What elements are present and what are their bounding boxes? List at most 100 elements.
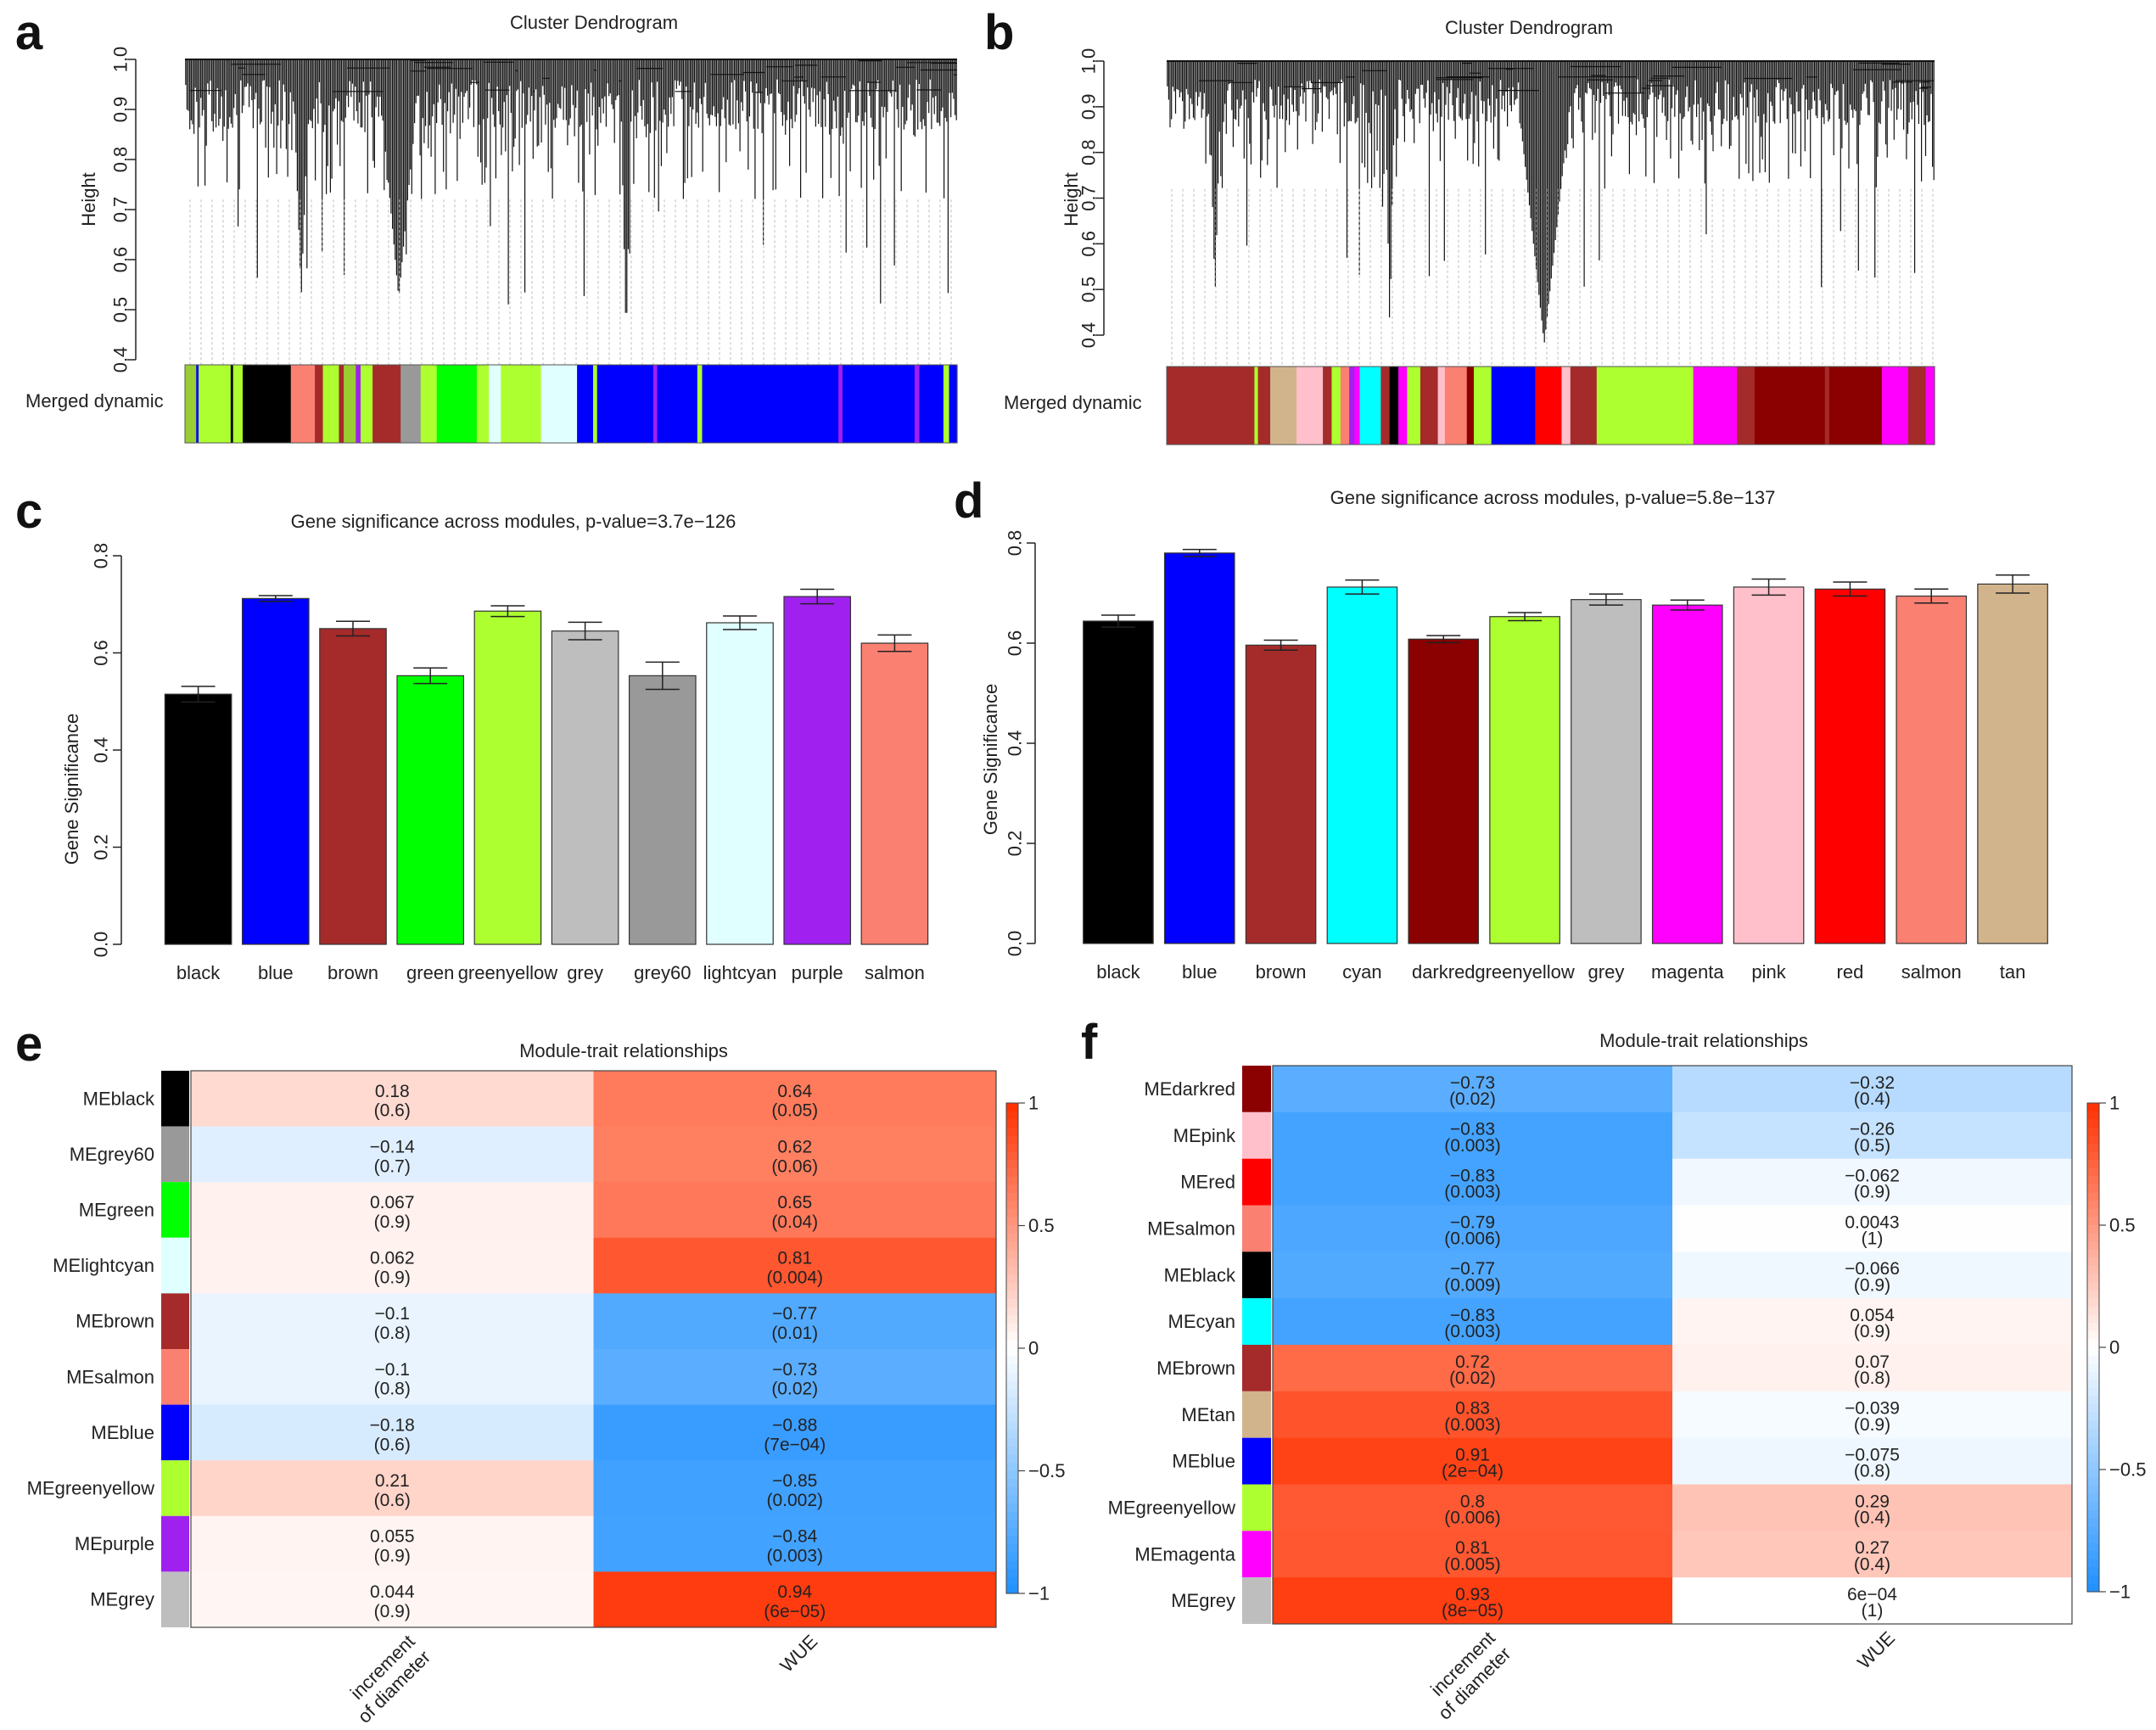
legend-gradient-step: [1006, 1520, 1018, 1529]
legend-gradient-step: [1006, 1266, 1018, 1275]
cell-correlation: 0.054: [1850, 1306, 1895, 1325]
legend-gradient-step: [2087, 1396, 2099, 1405]
panel-label: c: [15, 484, 42, 539]
panel-label: d: [954, 475, 983, 529]
panel-label: b: [984, 5, 1014, 60]
color-bar-segment: [1359, 367, 1381, 445]
cell-pvalue: (0.4): [1854, 1554, 1890, 1574]
color-bar-segment: [344, 365, 356, 443]
y-tick-label: 0.4: [110, 347, 132, 373]
cell-correlation: 0.29: [1855, 1492, 1890, 1511]
legend-gradient-step: [1006, 1274, 1018, 1284]
y-tick-label: 0.0: [1005, 931, 1026, 957]
heatmap-cell: [1672, 1531, 2073, 1578]
legend-gradient-step: [1006, 1527, 1018, 1537]
cell-correlation: −0.83: [1450, 1120, 1495, 1139]
heatmap-cell: [1273, 1066, 1673, 1113]
legend-gradient-step: [2087, 1257, 2099, 1267]
cell-pvalue: (0.7): [374, 1156, 411, 1176]
heatmap-cell: [593, 1349, 997, 1406]
row-label: MEpink: [1173, 1125, 1236, 1146]
color-bar-segment: [1535, 367, 1563, 445]
legend-gradient-step: [2087, 1103, 2099, 1112]
legend-gradient-step: [2087, 1445, 2099, 1454]
x-tick-label: grey: [567, 962, 603, 983]
legend-gradient-step: [2087, 1412, 2099, 1421]
dendrogram: [1167, 60, 1935, 367]
cell-pvalue: (2e−04): [1442, 1462, 1504, 1481]
panel-b: b Cluster Dendrogram Height 0.4 0.5 0.6 0.7…: [984, 5, 1935, 445]
legend-gradient-step: [1006, 1495, 1018, 1504]
module-color-swatch: [161, 1071, 189, 1127]
cell-correlation: −0.14: [370, 1137, 415, 1156]
legend-gradient-step: [1006, 1430, 1018, 1439]
legend-gradient-step: [1006, 1127, 1018, 1137]
cell-pvalue: (0.05): [771, 1101, 818, 1121]
x-tick-label: cyan: [1342, 961, 1381, 983]
color-bar-segment: [1437, 367, 1446, 445]
cell-correlation: −0.075: [1845, 1445, 1900, 1464]
color-bar-segment: [1380, 367, 1391, 445]
legend-gradient-step: [2087, 1371, 2099, 1380]
cell-correlation: −0.26: [1850, 1120, 1895, 1139]
heatmap-cell: [593, 1237, 997, 1294]
heatmap-frame: [190, 1070, 997, 1628]
color-bar-segment: [596, 365, 654, 443]
module-color-swatch: [161, 1349, 189, 1405]
row-label: MEblack: [1164, 1264, 1236, 1285]
cell-pvalue: (0.9): [1854, 1183, 1890, 1202]
cell-pvalue: (0.9): [374, 1212, 411, 1232]
heatmap-cell: [593, 1126, 997, 1183]
cell-correlation: −0.83: [1450, 1166, 1495, 1185]
legend-gradient-step: [2087, 1217, 2099, 1226]
color-bar-segment: [476, 365, 490, 443]
error-bar: [1426, 635, 1461, 644]
heatmap-cell: [1273, 1484, 1673, 1531]
error-bar: [1588, 593, 1623, 606]
cell-pvalue: (0.9): [1854, 1275, 1890, 1295]
heatmap-cell: [1273, 1345, 1673, 1392]
color-bar-frame: [184, 364, 958, 444]
y-tick-label: 0.6: [1005, 630, 1026, 657]
legend-gradient-step: [1006, 1356, 1018, 1365]
legend-gradient-step: [2087, 1486, 2099, 1495]
legend-gradient-step: [1006, 1258, 1018, 1268]
color-bar-segment: [1407, 367, 1421, 445]
legend-gradient-step: [2087, 1429, 2099, 1438]
legend-gradient-step: [1006, 1364, 1018, 1374]
legend-gradient-step: [2087, 1453, 2099, 1462]
module-color-swatch: [1242, 1158, 1271, 1206]
y-tick-label: 0.6: [91, 640, 112, 666]
cell-correlation: 0.07: [1855, 1352, 1890, 1372]
legend-gradient-step: [1006, 1389, 1018, 1398]
column-label-line: WUE: [776, 1631, 821, 1677]
legend-gradient-step: [1006, 1397, 1018, 1407]
legend-gradient-step: [1006, 1160, 1018, 1169]
error-bar: [1833, 581, 1868, 597]
color-bar-segment: [1270, 367, 1297, 445]
heatmap-cell: [593, 1293, 997, 1350]
color-bar-segment: [838, 365, 843, 443]
legend-gradient-step: [2087, 1339, 2099, 1348]
legend-gradient-step: [1006, 1250, 1018, 1259]
cell-correlation: −0.066: [1845, 1259, 1900, 1279]
color-bar-segment: [949, 365, 958, 443]
color-bar-segment: [1561, 367, 1571, 445]
y-axis: 0.4 0.5 0.6 0.7 0.8 0.9 1.0: [110, 47, 137, 373]
error-bar: [723, 615, 757, 630]
legend-gradient-step: [2087, 1575, 2099, 1584]
cell-pvalue: (0.02): [1449, 1369, 1496, 1388]
y-tick-label: 0.4: [1078, 322, 1100, 349]
color-bar-segment: [1828, 367, 1883, 445]
cell-correlation: 0.067: [370, 1193, 415, 1212]
cell-pvalue: (0.006): [1444, 1508, 1501, 1527]
legend-gradient-step: [1006, 1201, 1018, 1210]
error-bar: [413, 667, 448, 685]
row-label: MEmagenta: [1134, 1543, 1235, 1565]
x-tick-label: black: [176, 962, 221, 983]
heatmap-cell: [1273, 1251, 1673, 1299]
color-bar-segment: [1167, 367, 1256, 445]
cell-correlation: −0.73: [772, 1360, 817, 1380]
y-tick-label: 0.8: [110, 147, 132, 173]
cell-pvalue: (0.005): [1444, 1554, 1501, 1574]
